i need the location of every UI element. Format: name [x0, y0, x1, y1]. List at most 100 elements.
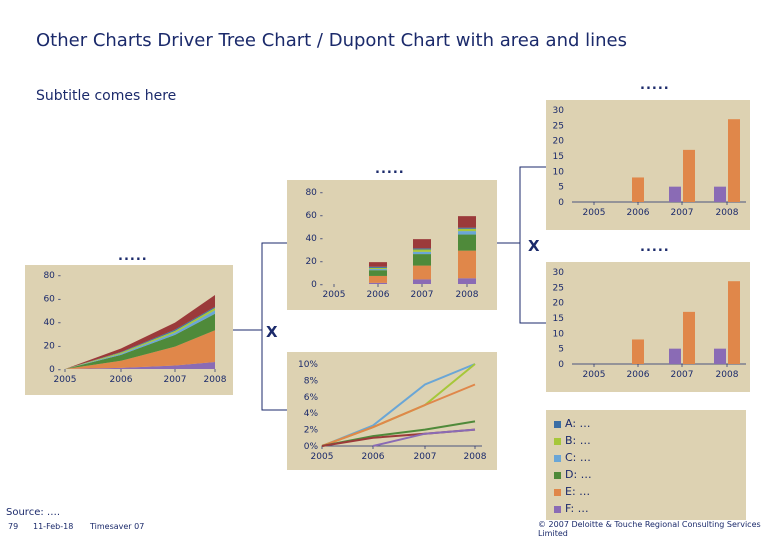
footer-product: Timesaver 07 — [90, 522, 145, 531]
area-series-E — [65, 330, 215, 369]
y-tick-label: 5 — [558, 345, 564, 355]
legend-label: B: … — [565, 434, 591, 447]
legend-label: F: … — [565, 502, 589, 515]
y-tick-label: 4% — [304, 409, 319, 419]
legend: A: … B: … C: … D: … E: … F: … — [546, 410, 746, 520]
x-tick-label: 2007 — [671, 370, 694, 380]
y-tick-label: 80 - — [305, 188, 323, 198]
bar-G-2006 — [369, 262, 387, 267]
x-tick-label: 2008 — [716, 208, 739, 218]
bar-G-2008 — [458, 216, 476, 228]
y-tick-label: 25 — [553, 283, 564, 293]
legend-label: C: … — [565, 451, 591, 464]
bar-E-2007 — [683, 149, 695, 202]
x-tick-label: 2008 — [464, 452, 487, 462]
x-tick-label: 2008 — [204, 375, 227, 385]
y-tick-label: 20 — [553, 299, 565, 309]
y-tick-label: 10% — [298, 360, 318, 370]
bar-C-2006 — [369, 269, 387, 271]
bar-E-2008 — [728, 119, 740, 202]
y-tick-label: 5 — [558, 183, 564, 193]
area-series-F — [65, 361, 215, 369]
bar-D-2007 — [413, 254, 431, 266]
line-chart: 0% 2% 4% 6% 8% 10% 2005 2006 2007 2008 — [298, 360, 487, 462]
bar-chart-top: 0 5 10 15 20 25 30 2005 2006 2007 2008 — [553, 106, 746, 218]
y-tick-label: 0 - — [49, 365, 61, 375]
legend-item-D: D: … — [554, 468, 592, 481]
y-tick-label: 0 - — [311, 280, 323, 290]
stacked-bar-chart-panel: 0 - 20 - 40 - 60 - 80 - 2005 2006 2007 2008 — [287, 180, 497, 310]
y-tick-label: 8% — [304, 376, 319, 386]
y-tick-label: 15 — [553, 152, 564, 162]
bar-E-2008 — [458, 250, 476, 279]
dots-right-lower: ..... — [640, 240, 670, 255]
x-tick-label: 2008 — [716, 370, 739, 380]
y-tick-label: 10 — [553, 329, 565, 339]
bar-C-2007 — [413, 251, 431, 255]
bar-E-2008 — [728, 281, 740, 364]
x-tick-label: 2006 — [110, 375, 133, 385]
bar-chart-bottom-panel: 0 5 10 15 20 25 30 2005 2006 2007 2008 — [546, 262, 750, 392]
bar-A-2006 — [369, 266, 387, 268]
y-tick-label: 6% — [304, 393, 319, 403]
y-tick-label: 30 — [553, 106, 565, 116]
y-tick-label: 60 - — [305, 211, 323, 221]
y-tick-label: 80 - — [43, 271, 61, 281]
y-tick-label: 0 — [558, 360, 564, 370]
legend-swatch — [554, 420, 561, 428]
operator-multiply-right: X — [528, 237, 540, 255]
line-chart-panel: 0% 2% 4% 6% 8% 10% 2005 2006 2007 2008 — [287, 352, 497, 470]
dots-top-right: ..... — [640, 78, 670, 93]
x-tick-label: 2007 — [164, 375, 187, 385]
legend-label: D: … — [565, 468, 592, 481]
bar-F-2006 — [369, 282, 387, 284]
bar-E-2007 — [683, 311, 695, 364]
footer-page-number: 79 — [8, 522, 19, 531]
legend-item-A: A: … — [554, 417, 591, 430]
bar-chart-bottom: 0 5 10 15 20 25 30 2005 2006 2007 2008 — [553, 268, 746, 380]
dots-left: ..... — [118, 249, 148, 264]
footer-date: 11-Feb-18 — [33, 522, 74, 531]
x-tick-label: 2008 — [456, 290, 479, 300]
y-tick-label: 20 - — [305, 257, 323, 267]
x-tick-label: 2005 — [583, 370, 606, 380]
legend-item-F: F: … — [554, 502, 589, 515]
bar-C-2008 — [458, 231, 476, 235]
bar-D-2008 — [458, 234, 476, 251]
operator-multiply-left: X — [266, 323, 278, 341]
y-tick-label: 25 — [553, 121, 564, 131]
y-tick-label: 0% — [304, 442, 319, 452]
bar-F-2008 — [714, 348, 726, 364]
x-tick-label: 2007 — [411, 290, 434, 300]
bar-chart-top-panel: 0 5 10 15 20 25 30 2005 2006 2007 2008 — [546, 100, 750, 230]
bar-F-2007 — [413, 279, 431, 284]
legend-swatch — [554, 488, 561, 496]
area-chart: 0 - 20 - 40 - 60 - 80 - 2005 2006 2007 2008 — [43, 271, 227, 385]
y-tick-label: 10 — [553, 167, 565, 177]
stacked-bar-chart: 0 - 20 - 40 - 60 - 80 - 2005 2006 2007 2008 — [305, 188, 479, 300]
y-tick-label: 20 — [553, 137, 565, 147]
bar-E-2007 — [413, 265, 431, 280]
bar-F-2007 — [669, 186, 681, 202]
y-tick-label: 0 — [558, 198, 564, 208]
legend-item-B: B: … — [554, 434, 591, 447]
legend-swatch — [554, 437, 561, 445]
area-chart-panel: 0 - 20 - 40 - 60 - 80 - 2005 2006 2007 2008 — [25, 265, 233, 395]
page-title: Other Charts Driver Tree Chart / Dupont … — [36, 30, 628, 51]
bar-E-2006 — [632, 339, 644, 364]
x-tick-label: 2006 — [362, 452, 385, 462]
bar-F-2007 — [669, 348, 681, 364]
bar-G-2007 — [413, 239, 431, 249]
bar-B-2008 — [458, 228, 476, 232]
bar-A-2008 — [458, 227, 476, 229]
legend-swatch — [554, 471, 561, 479]
legend-item-E: E: … — [554, 485, 590, 498]
bar-B-2007 — [413, 249, 431, 252]
footer-copyright: © 2007 Deloitte & Touche Regional Consul… — [538, 520, 761, 538]
page-subtitle: Subtitle comes here — [36, 88, 177, 104]
bar-D-2006 — [369, 270, 387, 276]
x-tick-label: 2005 — [323, 290, 346, 300]
bar-E-2006 — [632, 177, 644, 202]
bar-A-2007 — [413, 248, 431, 250]
legend-label: E: … — [565, 485, 591, 498]
